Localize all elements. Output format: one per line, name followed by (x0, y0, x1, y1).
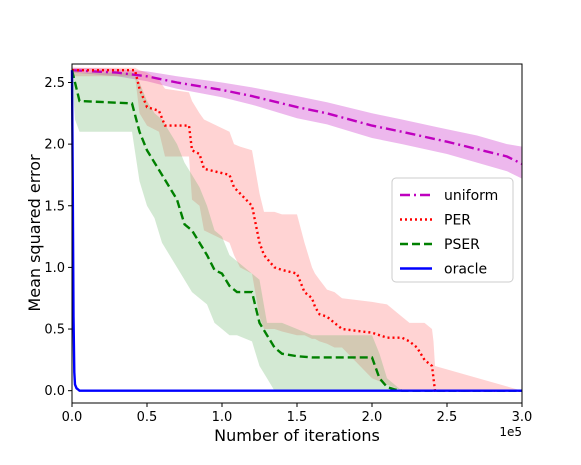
band-per (72, 67, 522, 391)
legend-label-pser: PSER (444, 237, 480, 253)
band-pser (72, 67, 522, 391)
ticks: 0.0 0.5 1.0 1.5 2.0 2.5 3.0 0.0 0.5 1.0 1.5 2.0 2.5 (44, 76, 532, 425)
legend-label-oracle: oracle (444, 262, 487, 278)
legend-label-uniform: uniform (444, 188, 498, 204)
x-tick-label: 0.0 (62, 410, 83, 425)
x-tick-label: 2.5 (437, 410, 458, 425)
x-scale-multiplier: 1e5 (499, 425, 522, 439)
legend-label-per: PER (444, 213, 471, 229)
y-tick-label: 2.0 (44, 138, 65, 153)
x-axis-label: Number of iterations (214, 426, 380, 445)
x-tick-label: 1.5 (287, 410, 308, 425)
x-tick-label: 3.0 (512, 410, 533, 425)
line-per (72, 69, 522, 392)
confidence-bands (72, 67, 522, 391)
y-tick-label: 0.0 (44, 384, 65, 399)
y-axis-label: Mean squared error (25, 154, 44, 312)
line-oracle (70, 70, 522, 392)
line-uniform (71, 69, 523, 165)
legend-box (391, 177, 514, 283)
y-tick-label: 2.5 (44, 76, 65, 91)
x-tick-label: 1.0 (212, 410, 233, 425)
legend: uniform PER PSER oracle (391, 177, 514, 283)
y-tick-label: 1.0 (44, 261, 65, 276)
x-tick-label: 0.5 (137, 410, 158, 425)
y-tick-label: 0.5 (44, 323, 65, 338)
y-tick-label: 1.5 (44, 199, 65, 214)
series-lines (70, 69, 523, 392)
line-pser (70, 69, 522, 392)
x-tick-label: 2.0 (362, 410, 383, 425)
